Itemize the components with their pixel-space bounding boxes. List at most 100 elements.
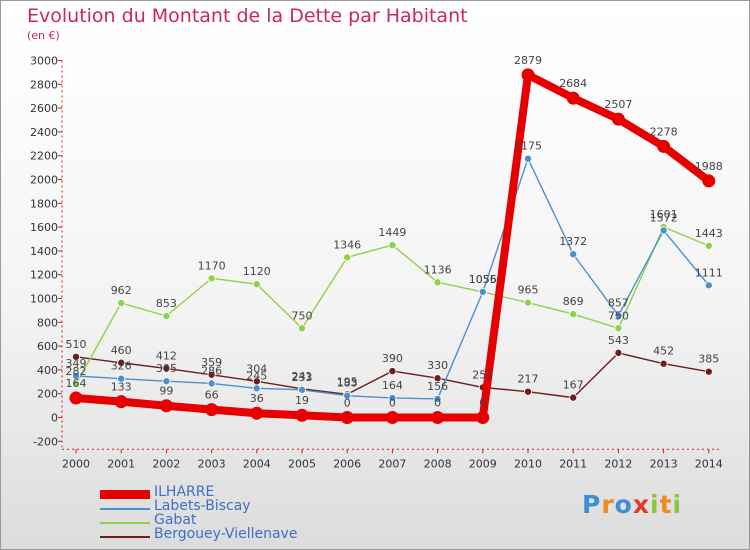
- data-label: 1346: [333, 238, 361, 251]
- data-point: [162, 377, 171, 386]
- data-label: 66: [205, 389, 219, 402]
- logo-letter: r: [601, 490, 615, 519]
- legend-swatch: [100, 508, 150, 510]
- data-label: 241: [292, 370, 313, 383]
- data-label: 349: [66, 357, 87, 370]
- data-label: 0: [389, 397, 396, 410]
- data-label: 857: [608, 297, 629, 310]
- data-label: 326: [111, 360, 132, 373]
- data-point: [433, 278, 442, 287]
- data-point: [614, 348, 623, 357]
- x-tick-label: 2004: [243, 457, 271, 470]
- data-point: [252, 384, 261, 393]
- data-label: 750: [292, 309, 313, 322]
- data-label: 167: [563, 379, 584, 392]
- y-tick-label: -200: [33, 435, 58, 448]
- data-point: [702, 174, 716, 188]
- y-tick-label: 1000: [30, 293, 58, 306]
- proxiti-logo: Proxiti: [582, 490, 682, 519]
- data-point: [614, 324, 623, 333]
- data-label: 385: [698, 353, 719, 366]
- y-tick-label: 800: [37, 316, 58, 329]
- data-label: 286: [201, 364, 222, 377]
- data-label: 1443: [695, 227, 723, 240]
- data-label: 282: [66, 365, 87, 378]
- data-point: [340, 411, 354, 424]
- legend-swatch: [100, 490, 150, 499]
- data-label: 0: [479, 397, 486, 410]
- data-label: 2507: [604, 98, 632, 111]
- data-point: [297, 385, 306, 394]
- data-point: [433, 374, 442, 383]
- data-point: [117, 374, 126, 383]
- data-label: 2278: [650, 125, 678, 138]
- data-point: [521, 68, 535, 82]
- x-tick-label: 2012: [604, 457, 632, 470]
- data-label: 1056: [469, 273, 497, 286]
- data-label: 1449: [378, 226, 406, 239]
- data-point: [431, 411, 445, 424]
- data-label: 1572: [650, 211, 678, 224]
- data-point: [205, 403, 219, 417]
- y-tick-label: 2600: [30, 102, 58, 115]
- data-point: [478, 287, 487, 296]
- data-point: [295, 408, 309, 422]
- data-label: 853: [156, 297, 177, 310]
- chart-title: Evolution du Montant de la Dette par Hab…: [27, 5, 468, 27]
- data-label: 217: [518, 373, 539, 386]
- chart-subtitle: (en €): [27, 29, 60, 42]
- logo-letter: i: [672, 490, 683, 519]
- data-label: 253: [472, 368, 493, 381]
- legend-swatch: [100, 536, 150, 538]
- legend-swatch: [100, 522, 150, 524]
- data-label: 245: [246, 369, 267, 382]
- data-point: [524, 298, 533, 307]
- data-label: 390: [382, 352, 403, 365]
- data-point: [569, 250, 578, 259]
- data-point: [343, 253, 352, 262]
- data-label: 510: [66, 338, 87, 351]
- data-label: 1170: [198, 259, 226, 272]
- data-point: [72, 352, 81, 361]
- y-tick-label: 1800: [30, 197, 58, 210]
- data-point: [657, 139, 671, 153]
- data-point: [343, 391, 352, 400]
- data-point: [704, 241, 713, 250]
- y-tick-label: 1400: [30, 245, 58, 258]
- data-point: [569, 393, 578, 402]
- data-label: 1372: [559, 235, 587, 248]
- data-point: [569, 310, 578, 319]
- data-point: [252, 280, 261, 289]
- data-label: 164: [382, 379, 403, 392]
- x-tick-label: 2014: [695, 457, 723, 470]
- data-point: [72, 371, 81, 380]
- x-tick-label: 2003: [198, 457, 226, 470]
- data-label: 164: [66, 377, 87, 390]
- x-tick-label: 2010: [514, 457, 542, 470]
- data-point: [704, 367, 713, 376]
- data-label: 19: [295, 394, 309, 407]
- data-label: 869: [563, 295, 584, 308]
- y-tick-label: 3000: [30, 55, 58, 68]
- data-label: 0: [344, 397, 351, 410]
- data-label: 1136: [424, 263, 452, 276]
- data-label: 1988: [695, 160, 723, 173]
- data-label: 1601: [650, 208, 678, 221]
- data-label: 452: [653, 345, 674, 358]
- data-label: 2879: [514, 54, 542, 67]
- data-point: [704, 281, 713, 290]
- data-point: [207, 370, 216, 379]
- data-label: 304: [246, 362, 267, 375]
- data-point: [611, 112, 625, 126]
- logo-letter: o: [614, 490, 633, 519]
- data-point: [476, 411, 490, 424]
- x-tick-label: 2006: [333, 457, 361, 470]
- data-point: [524, 154, 533, 163]
- data-label: 330: [427, 359, 448, 372]
- chart-axes: -200020040060080010001200140016001800200…: [30, 55, 723, 471]
- x-tick-label: 2009: [469, 457, 497, 470]
- data-point: [524, 387, 533, 396]
- data-label: 195: [337, 375, 358, 388]
